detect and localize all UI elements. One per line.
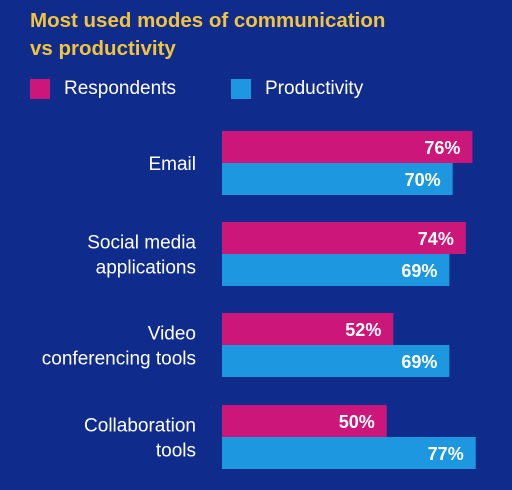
category-group: Social media applications 74% 69% (87, 222, 466, 286)
category-label: Video conferencing tools (42, 324, 196, 370)
value-label-respondents: 50% (339, 412, 375, 432)
category-label-line: applications (96, 258, 196, 279)
chart-title-line-2: vs productivity (30, 37, 176, 60)
category-group: Video conferencing tools 52% 69% (42, 313, 450, 377)
value-label-productivity: 77% (428, 444, 464, 464)
category-group: Email 76% 70% (148, 131, 473, 195)
bar-productivity (222, 254, 450, 286)
category-label: Email (148, 154, 196, 175)
bar-respondents (222, 313, 394, 345)
bar-respondents (222, 222, 466, 254)
chart-title-line-1: Most used modes of communication (30, 9, 386, 32)
bar-productivity (222, 437, 476, 469)
bar-respondents (222, 405, 387, 437)
legend-swatch-productivity (231, 79, 251, 99)
value-label-productivity: 69% (401, 261, 437, 281)
category-label: Collaboration tools (84, 416, 196, 462)
legend-item-productivity: Productivity (231, 78, 363, 100)
chart-title: Most used modes of communication vs prod… (30, 7, 500, 63)
category-label-line: conferencing tools (42, 349, 196, 370)
value-label-productivity: 70% (405, 170, 441, 190)
category-label-line: Collaboration (84, 416, 196, 437)
category-group: Collaboration tools 50% 77% (84, 405, 476, 469)
legend-item-respondents: Respondents (30, 78, 176, 100)
value-label-productivity: 69% (401, 352, 437, 372)
category-label-line: Video (148, 324, 196, 345)
bar-productivity (222, 163, 453, 195)
bar-respondents (222, 131, 473, 163)
legend-swatch-respondents (30, 79, 50, 99)
category-label-line: tools (156, 441, 196, 462)
category-label-line: Email (148, 154, 196, 175)
legend-label-productivity: Productivity (265, 78, 364, 99)
category-label: Social media applications (87, 233, 196, 279)
bar-productivity (222, 345, 450, 377)
value-label-respondents: 52% (345, 320, 381, 340)
category-label-line: Social media (87, 233, 196, 254)
value-label-respondents: 74% (418, 229, 454, 249)
value-label-respondents: 76% (424, 138, 460, 158)
legend-label-respondents: Respondents (64, 78, 176, 99)
